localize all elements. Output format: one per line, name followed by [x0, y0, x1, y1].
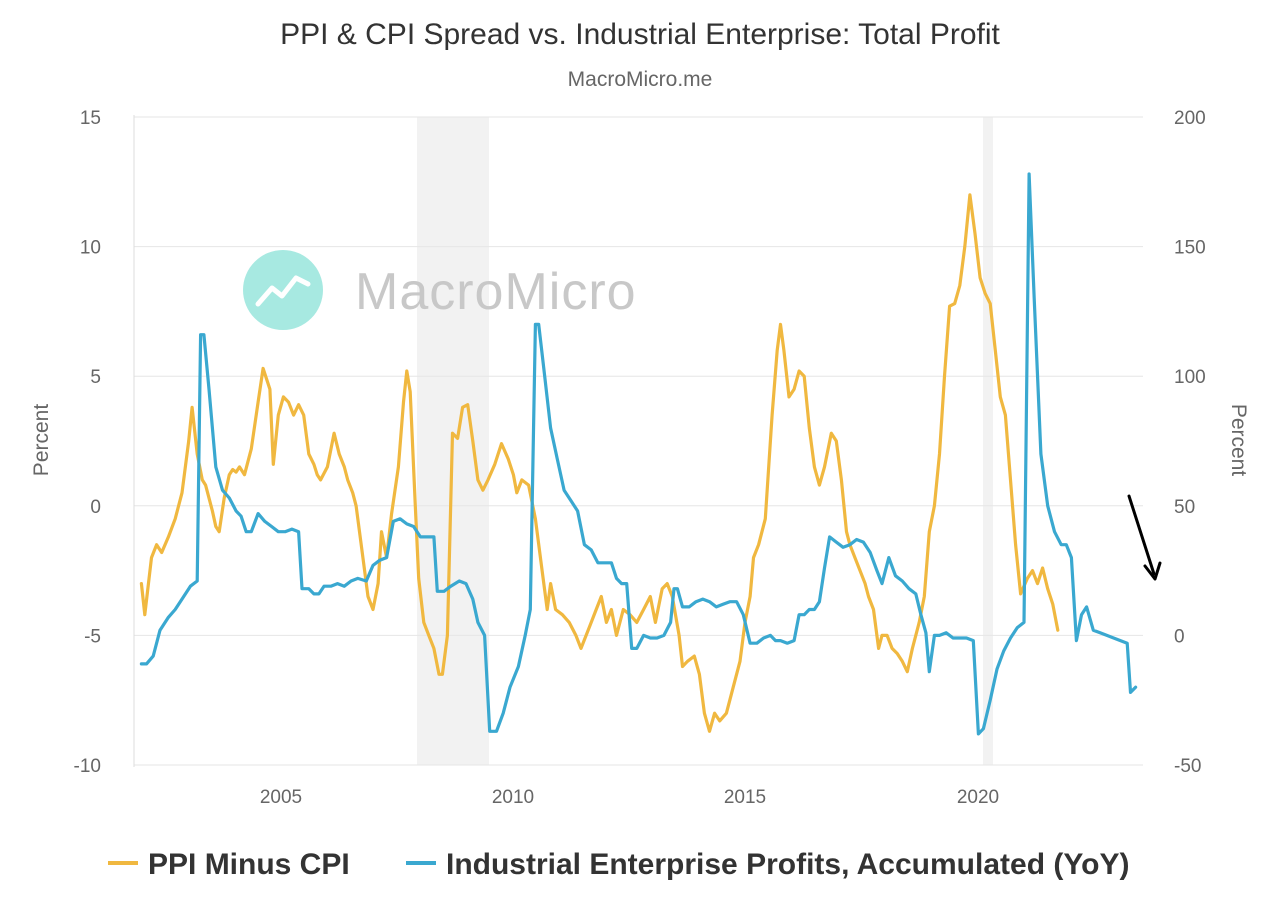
left-axis-ticks: 15 10 5 0 -5 -10 — [74, 108, 101, 777]
legend-label-profits: Industrial Enterprise Profits, Accumulat… — [446, 848, 1129, 881]
watermark: MacroMicro — [243, 250, 637, 330]
left-axis-title: Percent — [30, 404, 53, 477]
left-axis-tick-label: 10 — [80, 238, 101, 259]
right-axis-tick-label: 150 — [1174, 238, 1206, 259]
x-axis-tick-label: 2010 — [492, 787, 534, 808]
x-axis-tick-label: 2015 — [724, 787, 766, 808]
annotation-arrow-shaft — [1127, 494, 1156, 576]
annotation-arrow — [1127, 494, 1162, 581]
x-axis-ticks: 2005 2010 2015 2020 — [260, 787, 999, 808]
right-axis-tick-label: -50 — [1174, 756, 1201, 777]
x-axis-tick-label: 2020 — [957, 787, 999, 808]
series-line-ppi-minus-cpi — [139, 193, 1060, 733]
right-axis-tick-label: 50 — [1174, 497, 1195, 518]
watermark-logo-icon — [243, 250, 323, 330]
left-axis-tick-label: -5 — [84, 626, 101, 647]
left-axis-tick-label: 5 — [90, 367, 101, 388]
legend-label-ppi: PPI Minus CPI — [148, 848, 350, 881]
left-axis-tick-label: 0 — [90, 497, 101, 518]
right-axis-tick-label: 100 — [1174, 367, 1206, 388]
series-line-industrial-profits — [139, 172, 1138, 736]
watermark-text: MacroMicro — [355, 263, 637, 321]
series-group — [139, 172, 1138, 736]
gridlines — [134, 116, 1143, 766]
right-axis-tick-label: 0 — [1174, 626, 1185, 647]
right-axis-title: Percent — [1227, 404, 1250, 477]
x-axis-tick-label: 2005 — [260, 787, 302, 808]
right-axis-ticks: 200 150 100 50 0 -50 — [1174, 108, 1206, 777]
chart-title: PPI & CPI Spread vs. Industrial Enterpri… — [280, 18, 1000, 51]
watermark-trend-icon — [255, 275, 311, 307]
left-axis-tick-label: -10 — [74, 756, 101, 777]
annotation-arrow-head-icon — [1143, 561, 1162, 581]
left-axis-tick-label: 15 — [80, 108, 101, 129]
legend: PPI Minus CPI Industrial Enterprise Prof… — [108, 848, 1129, 881]
chart-subtitle: MacroMicro.me — [568, 68, 713, 91]
right-axis-tick-label: 200 — [1174, 108, 1206, 129]
recession-band — [983, 117, 993, 765]
